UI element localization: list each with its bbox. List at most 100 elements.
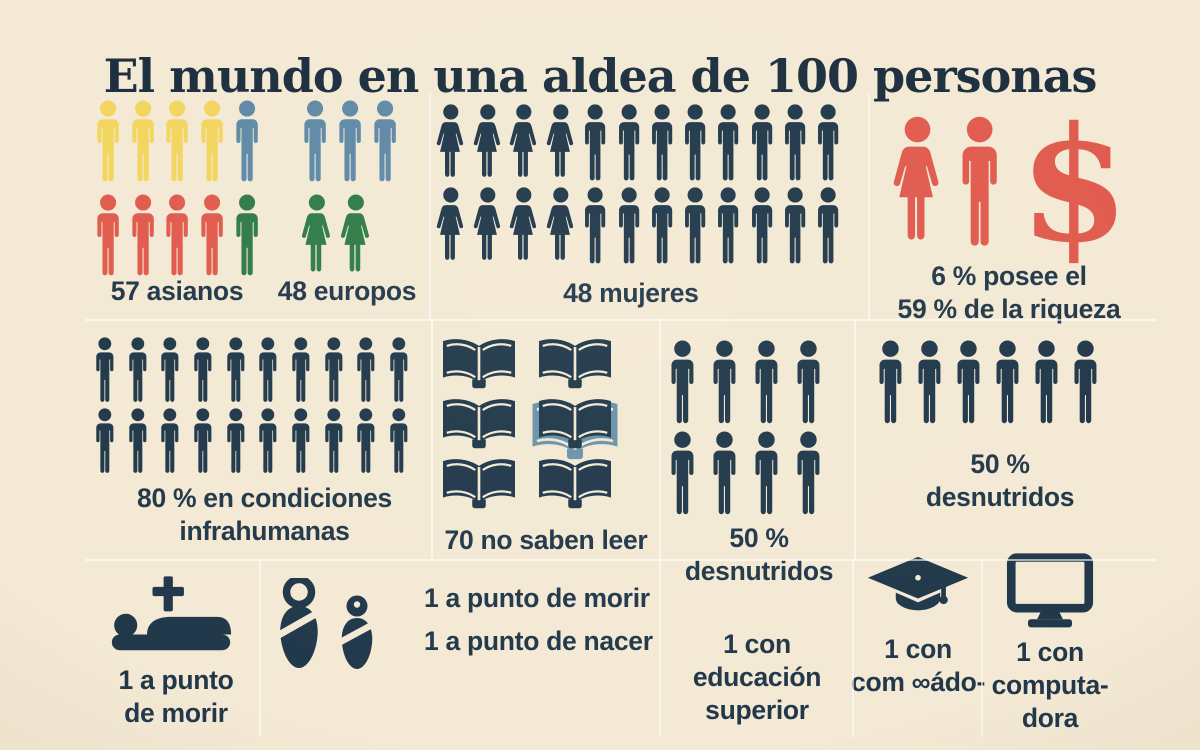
label-line: educación xyxy=(692,661,822,692)
person-man-icon xyxy=(92,194,124,278)
divider-line xyxy=(854,319,856,559)
pictogram-row xyxy=(92,194,432,278)
label-graduado: 1 con com ∞ádo- xyxy=(851,633,985,699)
person-man-icon xyxy=(647,104,677,183)
label-line: 1 a punto xyxy=(118,665,234,695)
divider-line xyxy=(659,559,661,737)
label-europos: 48 europos xyxy=(277,276,417,306)
person-man-icon xyxy=(92,337,118,404)
panel-a-punto-de-morir: 1 a punto de morir xyxy=(100,566,252,728)
label-line: 1 con xyxy=(884,634,952,664)
person-man-icon xyxy=(386,408,412,475)
label-line: 80 % en condiciones xyxy=(137,483,392,513)
person-man-icon xyxy=(952,340,985,426)
label-line: 50 % xyxy=(729,523,789,553)
label-line: 1 con xyxy=(1016,637,1084,667)
person-man-icon xyxy=(334,100,366,184)
divider-line xyxy=(431,319,433,559)
person-man-icon xyxy=(614,104,644,183)
person-man-icon xyxy=(353,408,379,475)
person-man-icon xyxy=(747,187,777,266)
person-man-icon xyxy=(161,194,193,278)
person-man-icon xyxy=(708,340,741,426)
page-title: El mundo en una aldea de 100 personas xyxy=(103,48,1098,103)
label-line: infrahumanas xyxy=(179,515,350,546)
panel-riqueza: $ 6 % posee el 59 % de la riqueza xyxy=(876,93,1142,324)
label-bebes: 1 a punto de morir 1 a punto de nacer xyxy=(424,582,653,668)
label-line: 50 % xyxy=(970,449,1030,479)
open-book-icon xyxy=(536,336,614,389)
label-line: computa- xyxy=(991,669,1109,700)
person-man-icon xyxy=(190,337,216,404)
divider-line xyxy=(868,94,870,319)
book-cell xyxy=(536,396,614,449)
person-man-icon xyxy=(991,340,1024,426)
babies-icons xyxy=(274,576,378,670)
divider-line xyxy=(259,559,261,737)
pictogram-row xyxy=(874,340,1144,426)
person-man-icon xyxy=(288,408,314,475)
person-man-icon xyxy=(647,187,677,266)
panel-desnutridos-derecha: 50 % desnutridos xyxy=(864,336,1144,512)
label-line: 6 % posee el xyxy=(931,261,1087,291)
dollar-sign-icon: $ xyxy=(1019,93,1130,278)
book-cell xyxy=(440,456,518,509)
person-man-icon xyxy=(125,337,151,404)
swaddled-baby-icon xyxy=(274,578,324,670)
graduation-cap-icon xyxy=(866,553,970,627)
computer-monitor-icon xyxy=(1006,553,1094,628)
person-man-icon xyxy=(127,194,159,278)
label-desnutridos-centro: 50 % desnutridos xyxy=(666,522,852,588)
divider-line xyxy=(85,559,1157,561)
person-man-icon xyxy=(161,100,193,184)
person-man-icon xyxy=(750,340,783,426)
book-cell xyxy=(536,456,614,509)
person-woman-icon xyxy=(507,187,541,266)
divider-line xyxy=(852,559,854,737)
person-woman-icon xyxy=(471,104,505,183)
person-man-icon xyxy=(196,100,228,184)
person-man-icon xyxy=(580,187,610,266)
label-line: 1 a punto de nacer xyxy=(424,625,653,656)
person-woman-icon xyxy=(299,194,335,278)
pictogram-group-asia-europa xyxy=(92,100,432,278)
label-line: 59 % de la riqueza xyxy=(897,293,1121,324)
person-woman-icon xyxy=(471,187,505,266)
label-educacion-superior: 1 con educación superior xyxy=(664,628,850,727)
open-book-icon xyxy=(440,336,518,389)
dying-person-cross-icon xyxy=(110,576,232,656)
panel-infrahumanas: 80 % en condiciones infrahumanas xyxy=(92,330,437,546)
person-man-icon xyxy=(813,187,843,266)
person-woman-icon xyxy=(889,116,946,250)
divider-line xyxy=(85,319,1157,321)
person-woman-icon xyxy=(507,104,541,183)
pictogram-group-riqueza: $ xyxy=(876,93,1142,278)
person-man-icon xyxy=(780,104,810,183)
label-computadora: 1 con computa- dora xyxy=(982,636,1118,735)
person-man-icon xyxy=(680,187,710,266)
pictogram-group-desnutridos-derecha xyxy=(864,340,1144,426)
person-man-icon xyxy=(353,337,379,404)
person-man-icon xyxy=(125,408,151,475)
pictogram-row xyxy=(666,340,852,426)
pictogram-row xyxy=(92,337,437,404)
pictogram-row xyxy=(434,104,862,183)
person-woman-icon xyxy=(434,187,468,266)
person-woman-icon xyxy=(434,104,468,183)
pictogram-row xyxy=(666,431,852,517)
book-cell xyxy=(536,336,614,389)
label-desnutridos-derecha: 50 % desnutridos xyxy=(864,448,1136,514)
person-man-icon xyxy=(321,337,347,404)
label-line: com ∞ádo- xyxy=(851,666,985,697)
person-man-icon xyxy=(288,337,314,404)
divider-line xyxy=(659,319,661,559)
person-woman-icon xyxy=(338,194,374,278)
pictogram-group-mujeres xyxy=(434,104,862,266)
person-man-icon xyxy=(369,100,401,184)
person-man-icon xyxy=(92,100,124,184)
person-man-icon xyxy=(954,116,1005,250)
person-man-icon xyxy=(713,187,743,266)
person-man-icon xyxy=(813,104,843,183)
panel-desnutridos-centro: 50 % desnutridos xyxy=(666,338,852,586)
